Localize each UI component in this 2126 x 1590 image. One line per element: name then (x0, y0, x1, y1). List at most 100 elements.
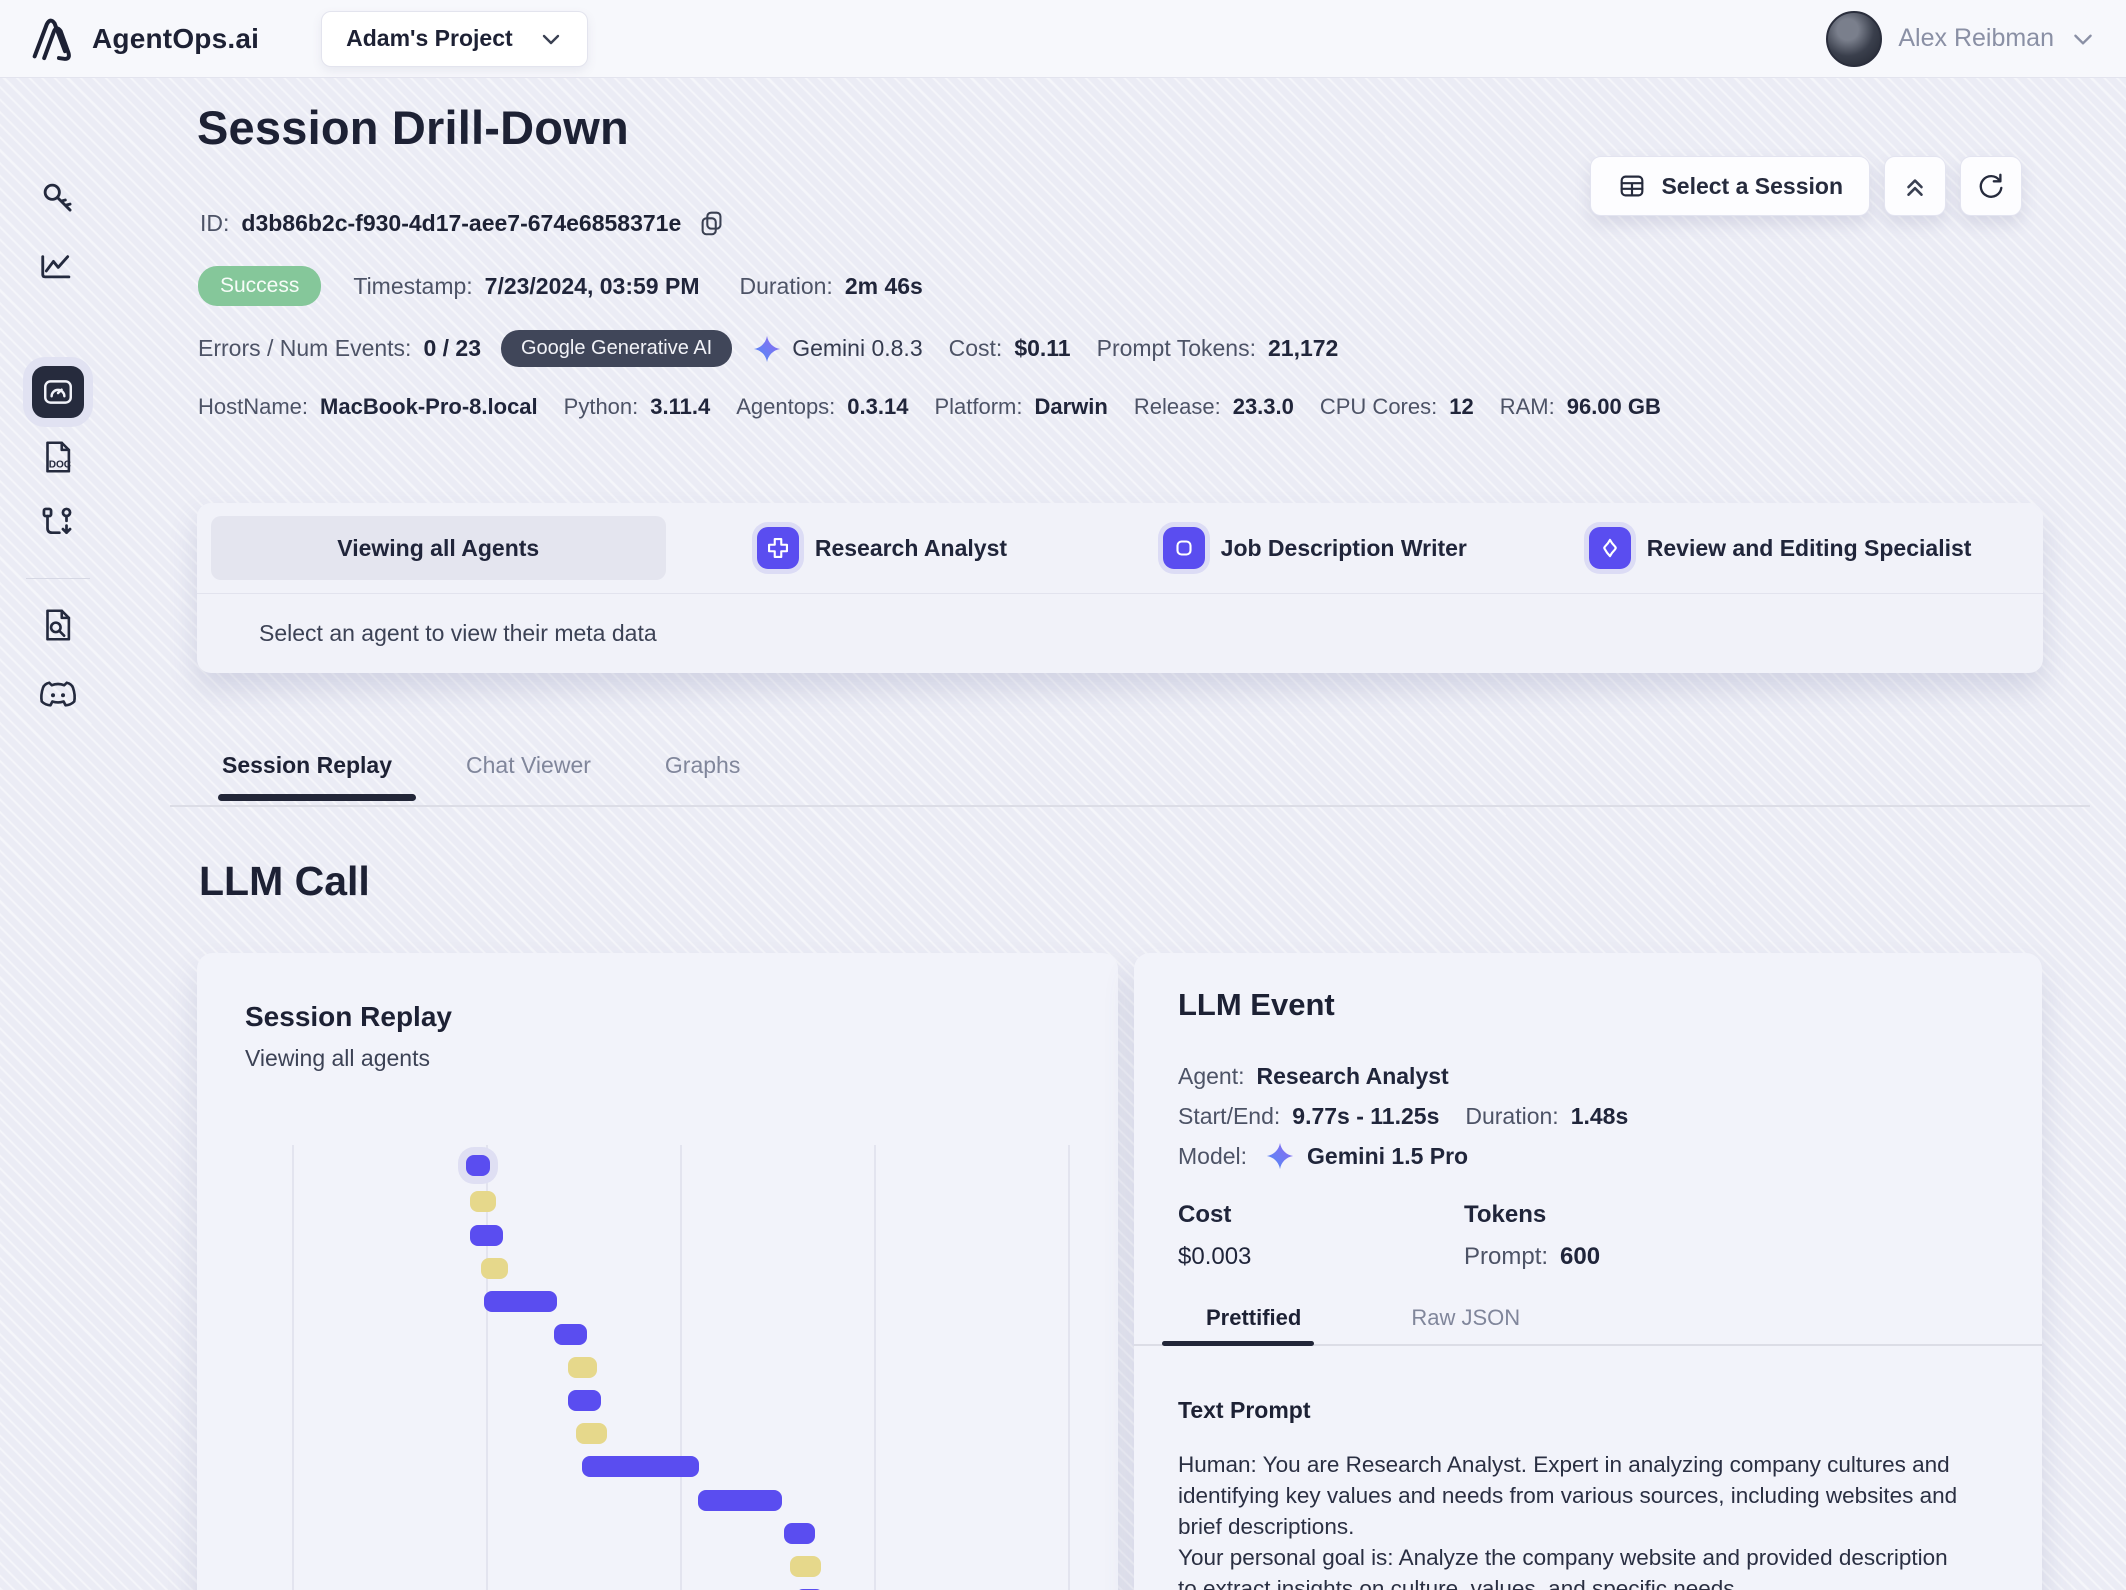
page-title: Session Drill-Down (197, 101, 629, 154)
gantt-bar-yellow[interactable] (470, 1191, 496, 1212)
event-prompt-value: 600 (1560, 1243, 1601, 1270)
gantt-bar-yellow[interactable] (790, 1556, 821, 1577)
cpu-cores-value: 12 (1449, 394, 1474, 419)
tab-chat-viewer[interactable]: Chat Viewer (466, 752, 591, 778)
event-tabs-divider (1134, 1344, 2042, 1346)
gantt-bar-purple[interactable] (554, 1324, 587, 1345)
user-name: Alex Reibman (1898, 24, 2054, 52)
agent-tab-job-description-writer-label: Job Description Writer (1220, 534, 1467, 561)
sidebar-divider (26, 578, 90, 579)
id-label: ID: (200, 209, 230, 236)
agent-tab-all-label: Viewing all Agents (337, 534, 540, 561)
gantt-bar-yellow[interactable] (568, 1357, 597, 1378)
git-branch-icon[interactable] (38, 503, 78, 543)
gantt-bar-purple[interactable] (698, 1490, 782, 1511)
gauge-icon (41, 375, 75, 409)
tab-raw-json[interactable]: Raw JSON (1411, 1305, 1521, 1330)
errors-value: 0 / 23 (423, 335, 481, 361)
agent-tab-job-description-writer[interactable]: Job Description Writer (1098, 516, 1531, 580)
python-label: Python: (563, 394, 639, 419)
event-tabs: Prettified Raw JSON (1206, 1305, 1520, 1331)
key-icon[interactable] (38, 178, 78, 218)
agent-tab-all[interactable]: Viewing all Agents (211, 516, 666, 580)
chevron-down-icon[interactable] (2070, 26, 2096, 52)
errors-label: Errors / Num Events: (198, 335, 412, 361)
gantt-bar-purple[interactable] (568, 1390, 601, 1411)
gantt-bar-purple[interactable] (466, 1155, 490, 1176)
line-chart-icon[interactable] (38, 246, 78, 286)
select-session-button[interactable]: Select a Session (1590, 156, 1870, 216)
agent-hint: Select an agent to view their meta data (197, 593, 2043, 672)
provider-badge: Google Generative AI (500, 330, 733, 367)
timestamp-value: 7/23/2024, 03:59 PM (484, 272, 700, 299)
refresh-button[interactable] (1960, 156, 2022, 216)
refresh-icon (1976, 171, 2006, 201)
tab-session-replay[interactable]: Session Replay (217, 752, 417, 801)
sidebar-item-selected[interactable] (32, 366, 84, 418)
discord-icon[interactable] (38, 674, 78, 714)
status-row: Success Timestamp: 7/23/2024, 03:59 PM Du… (198, 266, 923, 306)
event-cost-header: Cost (1178, 1201, 1232, 1228)
agent-diamond-icon (1588, 527, 1631, 569)
project-selector-label: Adam's Project (346, 25, 513, 51)
chevrons-up-icon (1902, 173, 1928, 199)
agent-tab-review-editing-specialist-label: Review and Editing Specialist (1646, 534, 1972, 561)
event-startend-row: Start/End: 9.77s - 11.25s Duration: 1.48… (1178, 1103, 1628, 1130)
tab-prettified[interactable]: Prettified (1206, 1305, 1302, 1330)
agent-tab-research-analyst[interactable]: Research Analyst (666, 516, 1099, 580)
table-icon (1617, 171, 1647, 201)
gantt-bar-purple[interactable] (582, 1456, 699, 1477)
text-prompt-heading: Text Prompt (1178, 1397, 1311, 1423)
event-agent-value: Research Analyst (1256, 1063, 1449, 1089)
ram-label: RAM: (1499, 394, 1555, 419)
gantt-bar-yellow[interactable] (576, 1423, 607, 1444)
release-value: 23.3.0 (1232, 394, 1294, 419)
duration-value: 2m 46s (844, 272, 923, 299)
brand[interactable]: AgentOps.ai (26, 13, 259, 65)
paperclip-logo-icon (26, 13, 78, 65)
replay-gantt (197, 953, 1118, 1590)
file-search-icon[interactable] (38, 606, 78, 646)
select-session-label: Select a Session (1661, 172, 1843, 199)
meta-row: Errors / Num Events: 0 / 23 Google Genera… (198, 330, 1338, 367)
tab-graphs[interactable]: Graphs (664, 752, 741, 778)
gantt-bar-purple[interactable] (784, 1523, 815, 1544)
session-id-row: ID: d3b86b2c-f930-4d17-aee7-674e6858371e (200, 208, 727, 238)
agent-square-icon (1162, 527, 1205, 569)
avatar[interactable] (1826, 10, 1883, 67)
host-row: HostName: MacBook-Pro-8.local Python: 3.11… (198, 394, 1661, 420)
platform-value: Darwin (1034, 394, 1108, 419)
event-agent-row: Agent: Research Analyst (1178, 1063, 1449, 1090)
duration-label: Duration: (739, 272, 833, 299)
agentops-label: Agentops: (736, 394, 836, 419)
replay-card-title: Session Replay (245, 1001, 452, 1032)
svg-text:DOC: DOC (49, 460, 71, 471)
llm-event-card: LLM Event Agent: Research Analyst Start/… (1134, 953, 2042, 1590)
replay-card-subtitle: Viewing all agents (245, 1045, 430, 1071)
doc-file-icon[interactable]: DOC (38, 438, 78, 478)
collapse-button[interactable] (1884, 156, 1946, 216)
gantt-bar-purple[interactable] (470, 1225, 503, 1246)
agent-selector-card: Viewing all Agents Research Analyst Job … (197, 503, 2043, 673)
gridline (292, 1145, 294, 1590)
agent-tab-review-editing-specialist[interactable]: Review and Editing Specialist (1531, 516, 2029, 580)
python-value: 3.11.4 (650, 394, 711, 419)
event-prompt-tokens: Prompt: 600 (1464, 1243, 1600, 1271)
release-label: Release: (1133, 394, 1221, 419)
tabs-baseline (170, 805, 2090, 807)
gemini-star-icon (1265, 1141, 1295, 1171)
copy-icon[interactable] (697, 208, 727, 238)
project-selector[interactable]: Adam's Project (321, 10, 588, 67)
gantt-bar-purple[interactable] (484, 1291, 557, 1312)
event-tokens-header: Tokens (1464, 1201, 1547, 1228)
ram-value: 96.00 GB (1566, 394, 1661, 419)
gantt-bar-yellow[interactable] (481, 1258, 508, 1279)
text-prompt-body: Human: You are Research Analyst. Expert … (1178, 1452, 1958, 1590)
event-startend-value: 9.77s - 11.25s (1292, 1103, 1440, 1129)
sidebar: DOC (0, 78, 112, 1590)
gridline (874, 1145, 876, 1590)
agent-tab-research-analyst-label: Research Analyst (814, 534, 1008, 561)
event-cost-value: $0.003 (1178, 1243, 1252, 1270)
session-id: d3b86b2c-f930-4d17-aee7-674e6858371e (241, 209, 682, 236)
chevron-down-icon (539, 27, 563, 51)
